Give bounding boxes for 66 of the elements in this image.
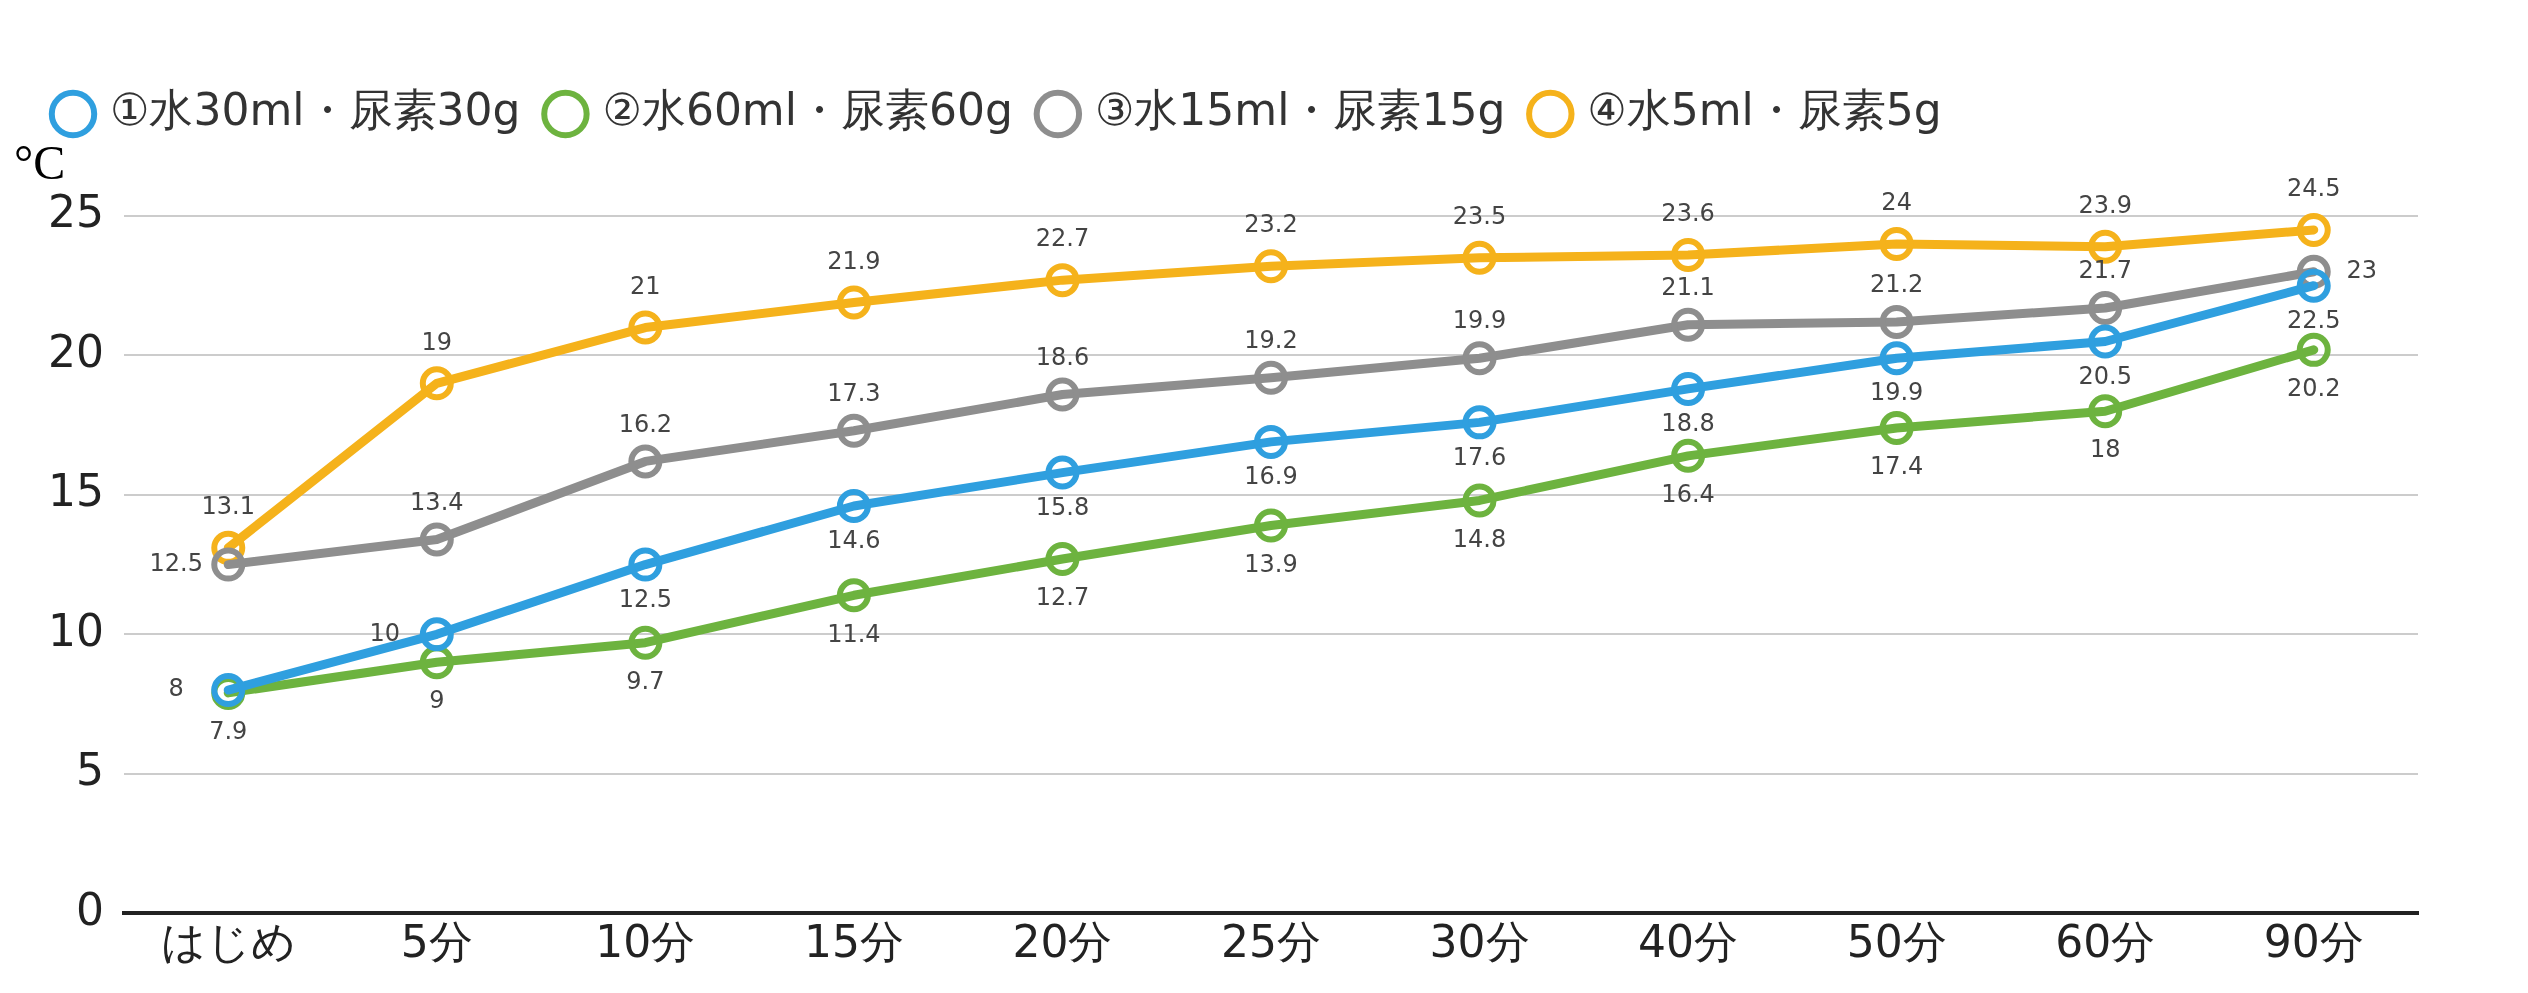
data-label: 21.2 — [1869, 270, 1924, 299]
data-label: 24 — [1881, 188, 1912, 217]
data-label: 7.9 — [209, 717, 248, 746]
data-label: 21.7 — [2078, 256, 2132, 285]
x-tick-label: 5分 — [400, 916, 473, 968]
legend-label: ①水30ml・尿素30g — [110, 84, 521, 136]
x-tick-label: 40分 — [1638, 916, 1739, 968]
data-label: 18 — [2089, 435, 2121, 464]
data-label: 22.7 — [1035, 224, 1090, 253]
x-tick-label: 30分 — [1429, 916, 1530, 968]
data-label: 16.4 — [1661, 480, 1715, 509]
data-label: 10 — [369, 618, 401, 647]
y-tick-label: 0 — [75, 883, 104, 935]
data-label: 17.4 — [1869, 452, 1924, 481]
data-label: 18.6 — [1035, 342, 1090, 371]
y-tick-label: 20 — [47, 325, 104, 377]
data-label: 23 — [2346, 256, 2377, 285]
legend-label: ③水15ml・尿素15g — [1094, 84, 1506, 136]
data-label: 12.5 — [149, 548, 203, 577]
data-label: 9 — [429, 686, 445, 715]
data-label: 22.5 — [2287, 305, 2341, 334]
data-label: 23.5 — [1452, 202, 1507, 231]
data-label: 18.8 — [1661, 409, 1715, 438]
x-tick-label: 60分 — [2055, 916, 2156, 968]
legend-label: ②水60ml・尿素60g — [602, 84, 1013, 136]
x-tick-label: 20分 — [1012, 916, 1113, 968]
x-tick-label: 15分 — [803, 916, 904, 968]
x-tick-label: 50分 — [1846, 916, 1947, 968]
y-tick-label: 15 — [47, 465, 104, 517]
data-label: 11.4 — [827, 619, 881, 648]
data-label: 23.6 — [1661, 199, 1715, 228]
data-label: 16.2 — [618, 409, 673, 438]
data-label: 19.9 — [1869, 378, 1924, 407]
data-label: 19 — [421, 327, 453, 356]
data-label: 23.9 — [2078, 190, 2132, 219]
data-label: 17.3 — [827, 378, 881, 407]
data-label: 16.9 — [1244, 462, 1298, 491]
data-label: 20.5 — [2078, 361, 2132, 390]
x-tick-label: 25分 — [1220, 916, 1321, 968]
data-label: 23.2 — [1244, 210, 1298, 239]
data-label: 13.4 — [410, 487, 464, 516]
y-tick-label: 5 — [75, 744, 104, 796]
data-label: 14.8 — [1452, 524, 1507, 553]
y-tick-label: 25 — [47, 186, 104, 238]
data-label: 15.8 — [1035, 492, 1090, 521]
data-label: 13.9 — [1244, 549, 1298, 578]
data-label: 9.7 — [626, 666, 665, 695]
y-tick-label: 10 — [47, 604, 104, 656]
data-label: 12.5 — [618, 584, 673, 613]
y-axis-title: °C — [14, 135, 66, 189]
data-label: 8 — [168, 674, 184, 703]
data-label: 21 — [630, 271, 661, 300]
data-label: 19.2 — [1244, 325, 1298, 354]
data-label: 21.1 — [1661, 273, 1715, 301]
x-tick-label: 10分 — [595, 916, 696, 968]
x-tick-label: 90分 — [2263, 916, 2364, 968]
legend-label: ④水5ml・尿素5g — [1587, 84, 1942, 136]
data-label: 24.5 — [2287, 174, 2341, 203]
data-label: 21.9 — [827, 246, 881, 275]
data-label: 13.1 — [201, 492, 255, 521]
x-tick-label: はじめ — [160, 916, 296, 968]
data-label: 20.2 — [2287, 374, 2341, 403]
data-label: 17.6 — [1452, 442, 1507, 471]
data-label: 12.7 — [1035, 583, 1090, 612]
data-label: 14.6 — [827, 526, 881, 555]
data-label: 19.9 — [1452, 306, 1507, 335]
